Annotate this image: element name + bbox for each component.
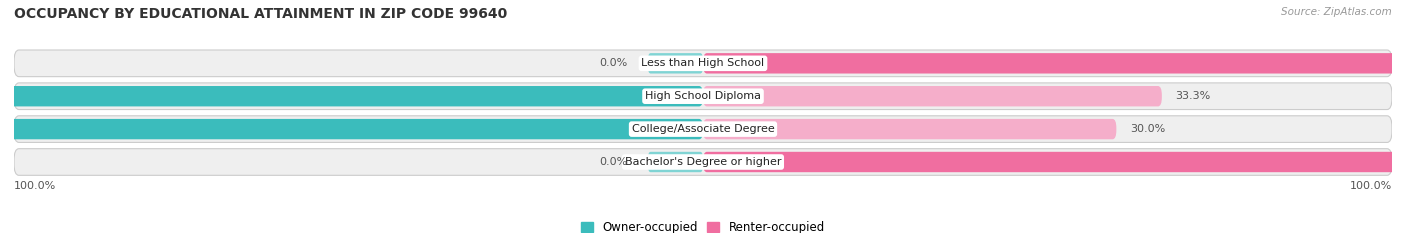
- Text: 30.0%: 30.0%: [1130, 124, 1166, 134]
- FancyBboxPatch shape: [703, 86, 1161, 106]
- Text: Less than High School: Less than High School: [641, 58, 765, 68]
- Text: OCCUPANCY BY EDUCATIONAL ATTAINMENT IN ZIP CODE 99640: OCCUPANCY BY EDUCATIONAL ATTAINMENT IN Z…: [14, 7, 508, 21]
- Text: 0.0%: 0.0%: [599, 58, 627, 68]
- Text: 100.0%: 100.0%: [14, 181, 56, 191]
- Text: 0.0%: 0.0%: [599, 157, 627, 167]
- FancyBboxPatch shape: [703, 119, 1116, 139]
- FancyBboxPatch shape: [14, 83, 1392, 110]
- Text: 33.3%: 33.3%: [1175, 91, 1211, 101]
- FancyBboxPatch shape: [0, 86, 703, 106]
- FancyBboxPatch shape: [14, 116, 1392, 142]
- Text: Source: ZipAtlas.com: Source: ZipAtlas.com: [1281, 7, 1392, 17]
- FancyBboxPatch shape: [14, 149, 1392, 175]
- FancyBboxPatch shape: [703, 152, 1406, 172]
- FancyBboxPatch shape: [648, 53, 703, 74]
- Text: 100.0%: 100.0%: [1350, 181, 1392, 191]
- Text: Bachelor's Degree or higher: Bachelor's Degree or higher: [624, 157, 782, 167]
- FancyBboxPatch shape: [14, 50, 1392, 77]
- Legend: Owner-occupied, Renter-occupied: Owner-occupied, Renter-occupied: [576, 216, 830, 233]
- FancyBboxPatch shape: [648, 152, 703, 172]
- Text: College/Associate Degree: College/Associate Degree: [631, 124, 775, 134]
- Text: High School Diploma: High School Diploma: [645, 91, 761, 101]
- FancyBboxPatch shape: [0, 119, 703, 139]
- FancyBboxPatch shape: [703, 53, 1406, 74]
